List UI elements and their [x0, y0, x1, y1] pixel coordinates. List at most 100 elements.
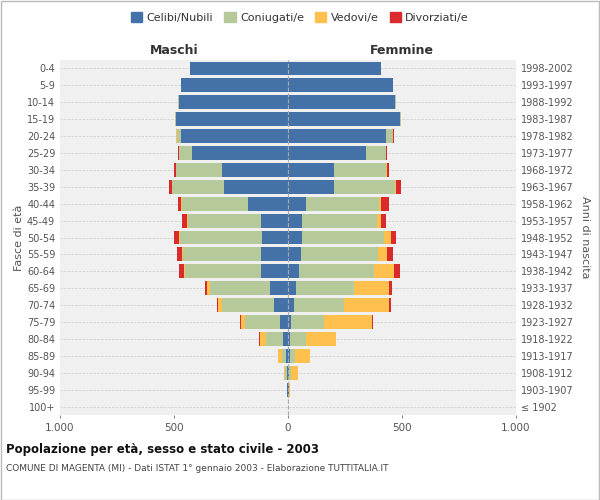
Bar — [178, 197, 181, 210]
Bar — [222, 298, 274, 312]
Bar — [394, 264, 400, 278]
Bar — [217, 298, 218, 312]
Bar — [222, 163, 288, 177]
Bar — [176, 129, 178, 143]
Bar — [382, 214, 386, 228]
Bar — [240, 315, 241, 329]
Bar — [294, 298, 344, 312]
Bar — [302, 230, 384, 244]
Bar — [391, 230, 397, 244]
Bar — [176, 163, 222, 177]
Bar — [306, 332, 336, 346]
Bar — [181, 78, 288, 92]
Bar — [172, 180, 224, 194]
Bar — [286, 349, 288, 363]
Bar — [288, 78, 393, 92]
Bar — [288, 197, 306, 210]
Bar — [288, 62, 382, 76]
Bar — [287, 366, 288, 380]
Bar — [287, 382, 288, 396]
Bar — [182, 214, 187, 228]
Bar — [288, 96, 395, 109]
Bar — [387, 248, 393, 262]
Bar — [175, 163, 176, 177]
Bar — [288, 214, 302, 228]
Bar — [274, 298, 288, 312]
Bar — [185, 264, 260, 278]
Legend: Celibi/Nubili, Coniugati/e, Vedovi/e, Divorziati/e: Celibi/Nubili, Coniugati/e, Vedovi/e, Di… — [127, 8, 473, 28]
Y-axis label: Fasce di età: Fasce di età — [14, 204, 24, 270]
Bar — [260, 214, 288, 228]
Bar — [178, 129, 181, 143]
Bar — [386, 146, 387, 160]
Bar — [288, 382, 289, 396]
Bar — [289, 382, 290, 396]
Bar — [334, 180, 395, 194]
Bar — [288, 146, 365, 160]
Bar — [395, 180, 397, 194]
Bar — [179, 96, 288, 109]
Bar — [183, 248, 260, 262]
Bar — [182, 197, 248, 210]
Bar — [377, 214, 382, 228]
Bar — [296, 282, 354, 295]
Bar — [207, 282, 211, 295]
Bar — [389, 282, 392, 295]
Bar — [181, 129, 288, 143]
Bar — [178, 146, 179, 160]
Bar — [302, 214, 377, 228]
Bar — [188, 214, 260, 228]
Text: Femmine: Femmine — [370, 44, 434, 57]
Bar — [179, 230, 180, 244]
Bar — [205, 282, 207, 295]
Bar — [365, 146, 386, 160]
Bar — [373, 264, 394, 278]
Bar — [260, 332, 266, 346]
Bar — [288, 282, 296, 295]
Bar — [288, 264, 299, 278]
Bar — [288, 332, 290, 346]
Bar — [397, 180, 401, 194]
Bar — [325, 315, 373, 329]
Bar — [224, 180, 288, 194]
Bar — [280, 315, 288, 329]
Bar — [389, 298, 391, 312]
Bar — [260, 248, 288, 262]
Bar — [387, 163, 389, 177]
Bar — [245, 315, 280, 329]
Bar — [184, 264, 185, 278]
Bar — [241, 315, 245, 329]
Bar — [283, 332, 288, 346]
Bar — [180, 230, 262, 244]
Bar — [382, 197, 389, 210]
Bar — [248, 197, 288, 210]
Y-axis label: Anni di nascita: Anni di nascita — [580, 196, 590, 279]
Bar — [211, 282, 270, 295]
Bar — [288, 248, 301, 262]
Bar — [354, 282, 389, 295]
Bar — [175, 112, 176, 126]
Bar — [292, 366, 298, 380]
Bar — [190, 62, 288, 76]
Bar — [288, 163, 334, 177]
Bar — [179, 264, 184, 278]
Bar — [288, 230, 302, 244]
Bar — [288, 112, 400, 126]
Bar — [266, 332, 283, 346]
Bar — [179, 146, 192, 160]
Bar — [176, 112, 288, 126]
Bar — [334, 163, 386, 177]
Bar — [301, 248, 378, 262]
Bar — [290, 332, 306, 346]
Bar — [192, 146, 288, 160]
Bar — [400, 112, 401, 126]
Text: Maschi: Maschi — [149, 44, 199, 57]
Bar — [278, 349, 281, 363]
Bar — [306, 197, 379, 210]
Bar — [281, 349, 286, 363]
Bar — [218, 298, 222, 312]
Bar — [169, 180, 172, 194]
Bar — [386, 129, 393, 143]
Bar — [175, 230, 179, 244]
Bar — [260, 264, 288, 278]
